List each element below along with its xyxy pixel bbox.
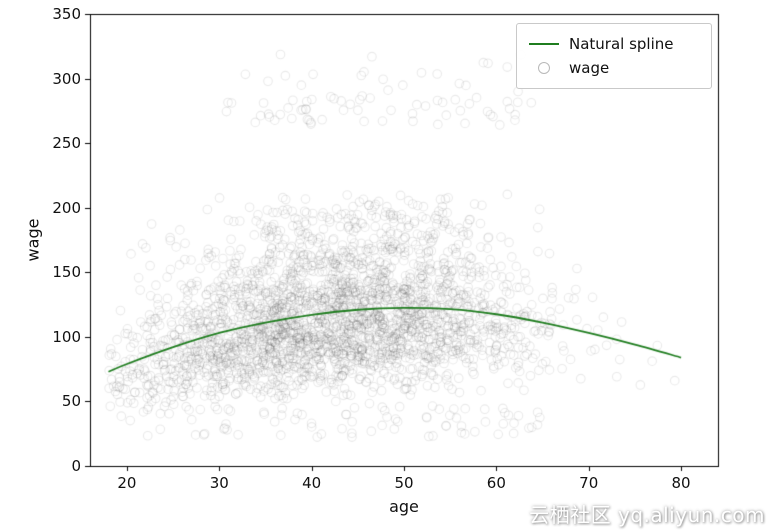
wage-marker-icon — [538, 62, 550, 74]
legend-item-natural-spline: Natural spline — [529, 35, 701, 53]
legend-item-wage: wage — [529, 59, 701, 77]
y-axis-title: wage — [23, 218, 43, 262]
watermark: 云栖社区 yq.aliyun.com — [529, 503, 765, 527]
legend-label-natural-spline: Natural spline — [569, 35, 674, 53]
x-axis-title: age — [389, 497, 419, 516]
legend: Natural spline wage — [516, 23, 712, 89]
spline-line-icon — [529, 43, 559, 45]
legend-label-wage: wage — [569, 59, 610, 77]
